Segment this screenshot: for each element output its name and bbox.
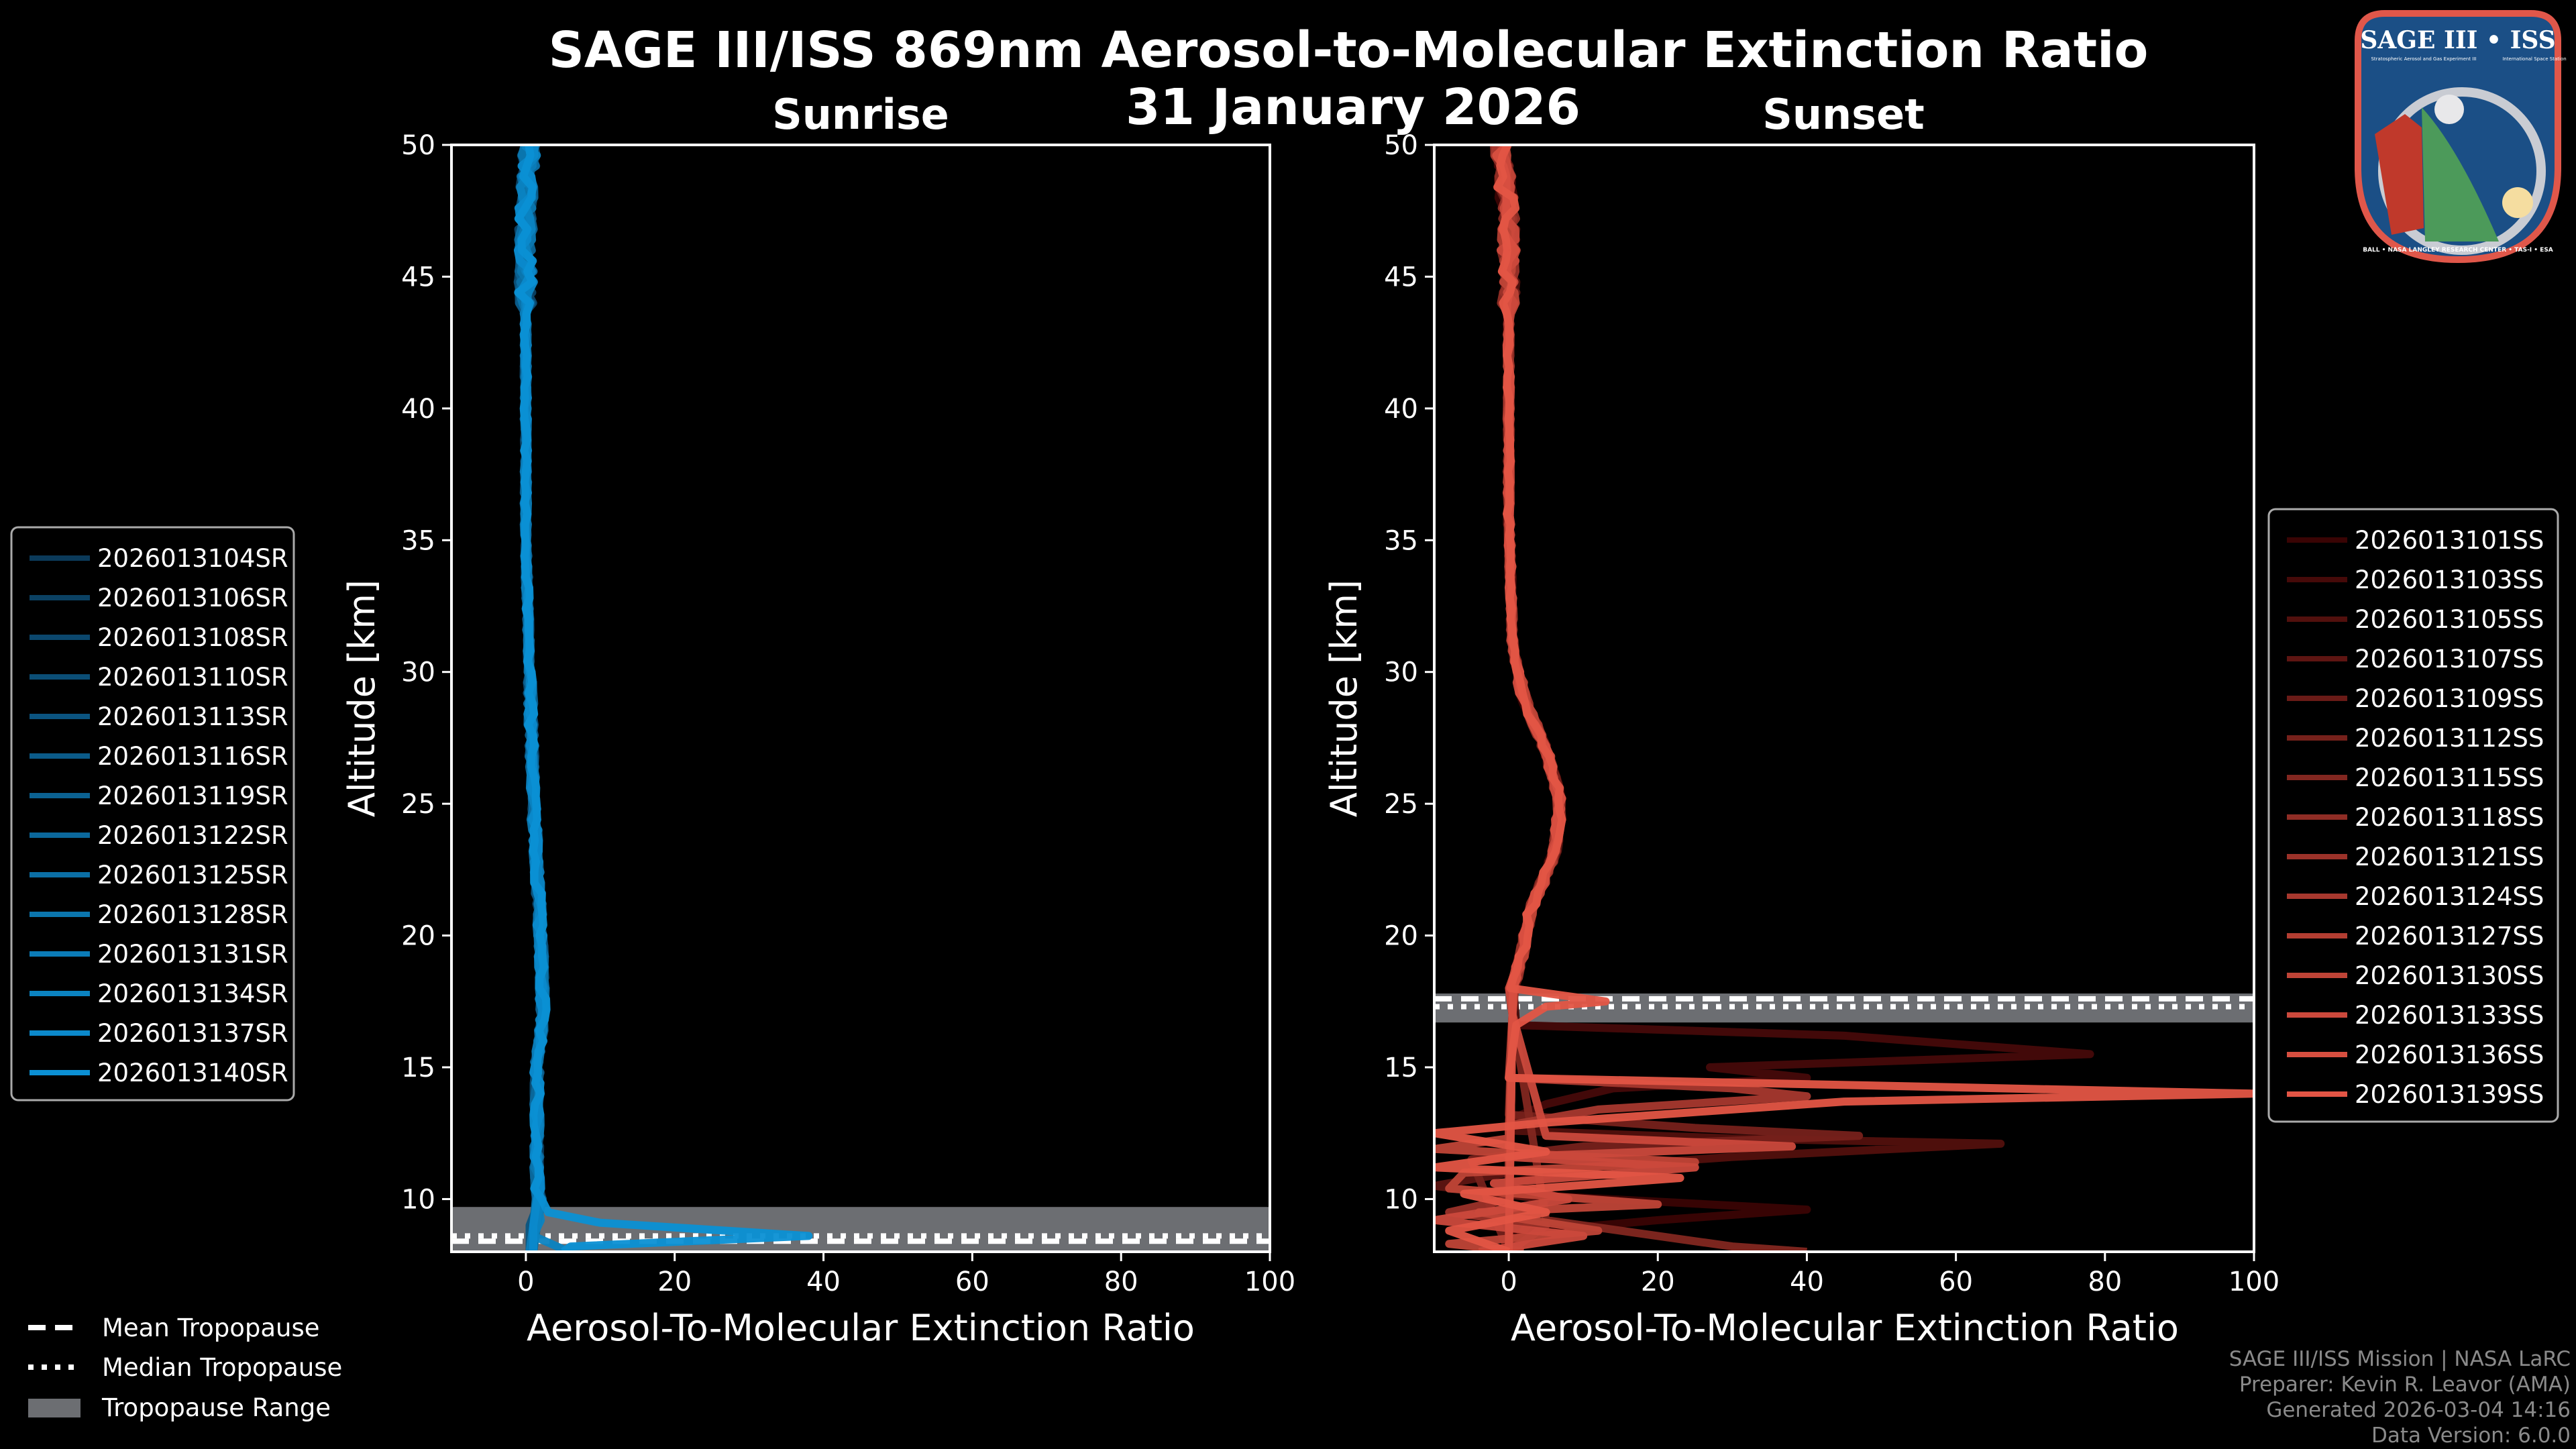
- sunrise-x-axis-label: Aerosol-To-Molecular Extinction Ratio: [527, 1307, 1195, 1349]
- logo-title: SAGE III • ISS: [2360, 26, 2555, 54]
- sunrise-panel-title: Sunrise: [772, 90, 949, 139]
- legend-entry: 2026013137SR: [97, 1019, 288, 1048]
- legend-entry: 2026013106SR: [97, 584, 288, 612]
- legend-entry: 2026013131SR: [97, 940, 288, 969]
- y-tick-label: 20: [1384, 921, 1418, 952]
- x-tick-label: 60: [955, 1267, 989, 1297]
- y-tick-label: 45: [1384, 262, 1418, 292]
- legend-entry: 2026013107SS: [2355, 645, 2544, 674]
- tropopause-legend: Mean Tropopause Median Tropopause Tropop…: [28, 1313, 342, 1422]
- legend-entry: 2026013119SR: [97, 782, 288, 810]
- y-tick-label: 50: [401, 130, 435, 161]
- footer-version: Data Version: 6.0.0: [2371, 1424, 2571, 1448]
- legend-entry: 2026013113SR: [97, 702, 288, 731]
- x-tick-label: 40: [806, 1267, 841, 1297]
- footer-credits: SAGE III/ISS Mission | NASA LaRC Prepare…: [2229, 1347, 2571, 1448]
- legend-entry: 2026013110SR: [97, 663, 288, 692]
- legend-entry: 2026013104SR: [97, 544, 288, 573]
- y-tick-label: 50: [1384, 130, 1418, 161]
- y-tick-label: 10: [1384, 1184, 1418, 1215]
- legend-entry: 2026013101SS: [2355, 526, 2544, 555]
- x-tick-label: 20: [657, 1267, 692, 1297]
- legend-entry: 2026013127SS: [2355, 922, 2544, 951]
- sunset-panel-title: Sunset: [1762, 90, 1925, 139]
- legend-entry: 2026013136SS: [2355, 1040, 2544, 1069]
- x-tick-label: 100: [1244, 1267, 1295, 1297]
- legend-entry: 2026013103SS: [2355, 566, 2544, 594]
- legend-entry: 2026013118SS: [2355, 803, 2544, 832]
- mean-tropopause-label: Mean Tropopause: [102, 1313, 320, 1342]
- logo-subtitle-2: International Space Station: [2502, 56, 2566, 62]
- sunset-y-axis-label: Altitude [km]: [1323, 580, 1365, 817]
- x-tick-label: 0: [1500, 1267, 1517, 1297]
- figure-date: 31 January 2026: [1126, 78, 1580, 136]
- profile-lines: [513, 145, 813, 1252]
- legend-entry: 2026013134SR: [97, 979, 288, 1008]
- profile-line-2026013139SS: [1434, 145, 2254, 1252]
- y-tick-label: 25: [1384, 789, 1418, 820]
- sunrise-y-axis-label: Altitude [km]: [341, 580, 383, 817]
- y-tick-label: 20: [401, 921, 435, 952]
- y-tick-label: 35: [1384, 525, 1418, 556]
- legend-entry: 2026013133SS: [2355, 1001, 2544, 1030]
- x-tick-label: 0: [517, 1267, 534, 1297]
- legend-entry: 2026013121SS: [2355, 843, 2544, 871]
- legend-entry: 2026013109SS: [2355, 684, 2544, 713]
- legend-entry: 2026013128SR: [97, 900, 288, 929]
- footer-mission: SAGE III/ISS Mission | NASA LaRC: [2229, 1347, 2571, 1371]
- y-tick-label: 25: [401, 789, 435, 820]
- legend-entry: 2026013115SS: [2355, 763, 2544, 792]
- y-tick-label: 10: [401, 1184, 435, 1215]
- legend-entry: 2026013116SR: [97, 742, 288, 771]
- legend-entry: 2026013112SS: [2355, 724, 2544, 753]
- profile-lines: [1434, 145, 2254, 1252]
- logo-ring-text: BALL • NASA LANGLEY RESEARCH CENTER • TA…: [2363, 247, 2553, 254]
- median-tropopause-label: Median Tropopause: [102, 1353, 342, 1382]
- x-tick-label: 60: [1939, 1267, 1973, 1297]
- y-tick-label: 30: [1384, 657, 1418, 688]
- tropopause-range-swatch: [28, 1399, 80, 1417]
- figure-title: SAGE III/ISS 869nm Aerosol-to-Molecular …: [549, 21, 2149, 79]
- footer-generated: Generated 2026-03-04 14:16: [2266, 1398, 2571, 1422]
- legend-entry: 2026013105SS: [2355, 605, 2544, 634]
- legend-entry: 2026013130SS: [2355, 961, 2544, 990]
- sunset-x-axis-label: Aerosol-To-Molecular Extinction Ratio: [1511, 1307, 2179, 1349]
- y-tick-label: 15: [401, 1053, 435, 1083]
- axes-frame: [450, 144, 1271, 1253]
- y-tick-label: 40: [1384, 394, 1418, 425]
- y-tick-label: 30: [401, 657, 435, 688]
- axes-frame: [1433, 144, 2255, 1253]
- x-tick-label: 80: [1104, 1267, 1138, 1297]
- legend-entry: 2026013125SR: [97, 861, 288, 890]
- tropopause-range-label: Tropopause Range: [101, 1393, 331, 1422]
- sunrise-plot: 0 20 40 60 80 100 10 15 20 25 30 35 40 45 50: [401, 130, 1295, 1297]
- legend-entry: 2026013108SR: [97, 623, 288, 652]
- sunset-plot: 0 20 40 60 80 100 10 15 20 25 30 35 40 45 50: [1384, 130, 2279, 1297]
- logo-subtitle: Stratospheric Aerosol and Gas Experiment…: [2371, 56, 2476, 62]
- x-tick-label: 100: [2229, 1267, 2279, 1297]
- footer-preparer: Preparer: Kevin R. Leavor (AMA): [2239, 1373, 2571, 1397]
- legend-entry: 2026013124SS: [2355, 882, 2544, 911]
- y-tick-label: 35: [401, 525, 435, 556]
- profile-line-2026013140SR: [514, 145, 813, 1252]
- legend-entry: 2026013122SR: [97, 821, 288, 850]
- sunset-legend: 2026013101SS 2026013103SS 2026013105SS 2026…: [2267, 508, 2559, 1123]
- legend-entry: 2026013139SS: [2355, 1080, 2544, 1109]
- y-tick-label: 45: [401, 262, 435, 292]
- legend-entry: 2026013140SR: [97, 1059, 288, 1087]
- sage-iii-iss-mission-logo: SAGE III • ISS Stratospheric Aerosol and…: [2355, 10, 2567, 264]
- x-tick-label: 20: [1641, 1267, 1675, 1297]
- legend-frame: [10, 526, 295, 1102]
- legend-frame: [2267, 508, 2559, 1123]
- y-tick-label: 40: [401, 394, 435, 425]
- x-tick-label: 80: [2088, 1267, 2122, 1297]
- sunrise-legend: 2026013104SR 2026013106SR 2026013108SR 2026…: [10, 526, 295, 1102]
- x-tick-label: 40: [1790, 1267, 1824, 1297]
- y-tick-label: 15: [1384, 1053, 1418, 1083]
